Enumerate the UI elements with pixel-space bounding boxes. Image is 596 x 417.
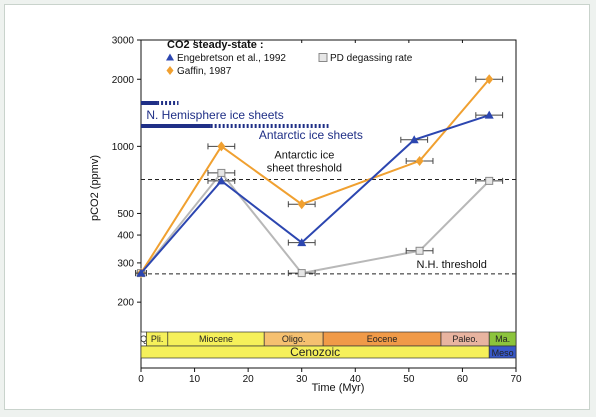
data-point [485,176,494,185]
threshold-label: sheet threshold [267,163,342,175]
data-point [297,199,306,210]
data-point [409,135,419,144]
data-point [415,155,424,166]
data-point [297,238,307,247]
x-tick-label: 0 [138,374,144,385]
series-diamond [135,74,504,279]
threshold-label: Antarctic ice [274,150,334,162]
epoch-label: Q [140,334,147,344]
epoch-label: Paleo. [452,334,478,344]
series-triangle [135,110,504,277]
era-label: Meso [492,348,514,358]
legend-marker [166,53,174,61]
legend-entry: Gaffin, 1987 [177,66,232,77]
legend-marker [166,66,174,75]
legend-entry: Engebretson et al., 1992 [177,53,286,64]
y-tick-label: 3000 [112,36,135,47]
y-tick-label: 500 [117,209,134,220]
legend-entry: PD degassing rate [330,53,413,64]
era-label: Cenozoic [290,345,340,359]
data-point [136,268,146,277]
data-point [415,246,424,255]
era-band [488,345,517,359]
x-tick-label: 20 [243,374,255,385]
data-point [217,168,226,177]
x-tick-label: 60 [457,374,469,385]
x-axis-title: Time (Myr) [312,382,365,394]
y-tick-label: 1000 [112,142,135,153]
x-tick-label: 30 [296,374,308,385]
data-point [297,269,306,278]
epoch-label: Miocene [199,334,233,344]
legend-marker [318,53,328,62]
epoch-label: Eocene [367,334,398,344]
ice-sheet-label: Antarctic ice sheets [259,128,363,142]
plot-frame [140,39,517,369]
x-tick-label: 70 [510,374,522,385]
legend-title: CO2 steady-state : [167,39,264,51]
ice-sheet-label: N. Hemisphere ice sheets [146,108,283,122]
y-tick-label: 2000 [112,75,135,86]
data-point [216,176,226,185]
threshold-label: N.H. threshold [417,259,487,271]
y-tick-label: 400 [117,231,134,242]
y-axis-title: pCO2 (ppmv) [89,155,101,221]
x-tick-label: 40 [350,374,362,385]
epoch-label: Pli. [151,334,164,344]
x-tick-label: 10 [189,374,201,385]
data-point [484,110,494,119]
epoch-label: Ma. [495,334,510,344]
y-tick-label: 200 [117,298,134,309]
epoch-label: Oligo. [282,334,306,344]
data-point [217,141,226,152]
data-point [485,74,494,85]
x-tick-label: 50 [403,374,415,385]
y-tick-label: 300 [117,258,134,269]
